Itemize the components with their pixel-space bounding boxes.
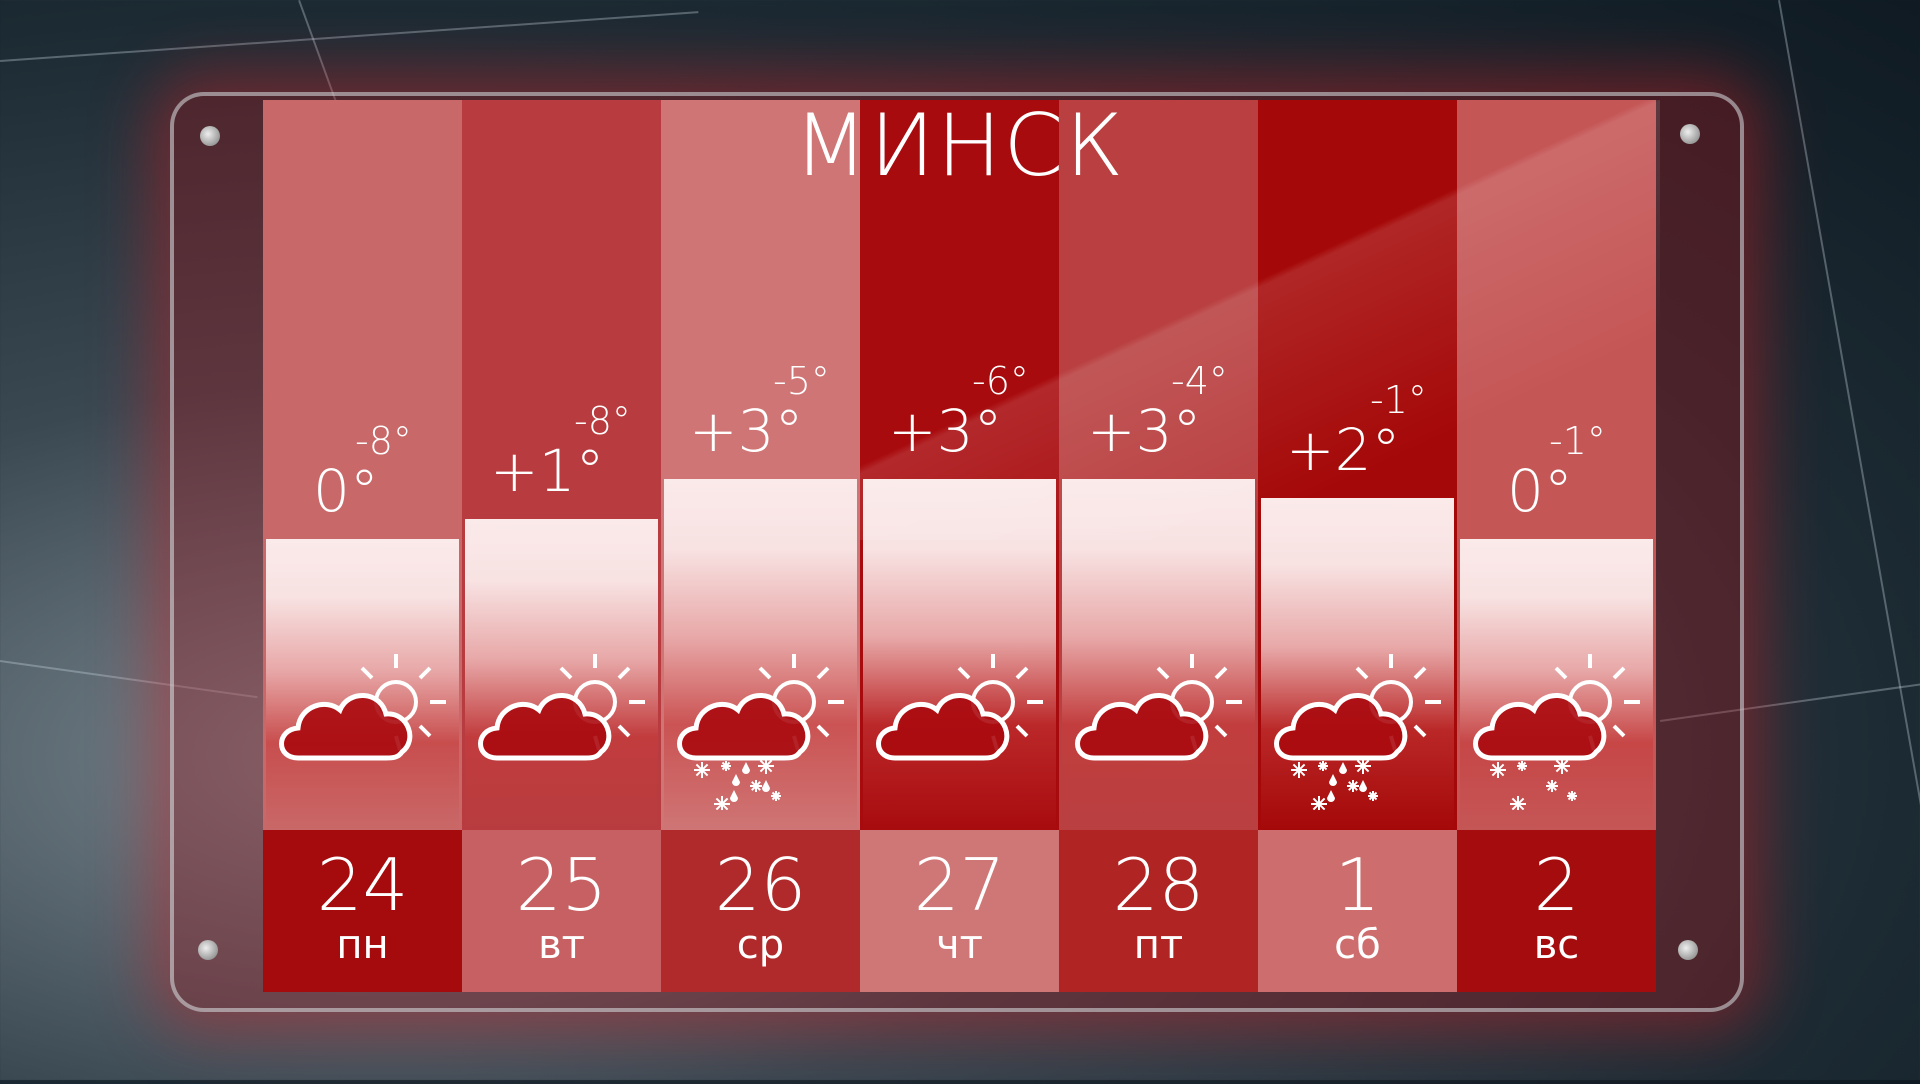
- day-number: 27: [913, 843, 1006, 927]
- day-number: 1: [1334, 843, 1381, 927]
- day-column: +3° -6° 27 чт: [860, 100, 1059, 992]
- weekday: пн: [336, 922, 389, 968]
- low-temp: -1°: [1370, 378, 1427, 422]
- screw-icon: [200, 126, 220, 146]
- cloud-sun-icon: [279, 654, 446, 761]
- weekday: вт: [538, 922, 585, 968]
- date-cell: 24 пн: [263, 830, 462, 992]
- screw-icon: [198, 940, 218, 960]
- date-cell: 27 чт: [860, 830, 1059, 992]
- date-cell: 2 вс: [1457, 830, 1656, 992]
- weekday: ср: [736, 922, 785, 968]
- screw-icon: [1680, 124, 1700, 144]
- low-temp: -5°: [773, 359, 830, 403]
- high-temp: +2°: [1286, 416, 1401, 484]
- screw-icon: [1678, 940, 1698, 960]
- temperature-bar: [266, 539, 459, 830]
- high-temp: +3°: [1087, 397, 1202, 465]
- cloud-sun-snow-icon: [1473, 654, 1640, 810]
- day-number: 26: [714, 843, 807, 927]
- high-temp: +1°: [490, 437, 605, 505]
- temperature-bar: [465, 519, 658, 830]
- day-column: +1° -8° 25 вт: [462, 100, 661, 992]
- low-temp: -1°: [1549, 419, 1606, 463]
- date-cell: 28 пт: [1059, 830, 1258, 992]
- date-cell: 26 ср: [661, 830, 860, 992]
- cloud-sun-icon: [1075, 654, 1242, 761]
- temperature-bar: [1460, 539, 1653, 830]
- low-temp: -4°: [1171, 359, 1228, 403]
- high-temp: 0°: [1507, 457, 1573, 525]
- day-column: +2° -1° 1 сб: [1258, 100, 1457, 992]
- date-cell: 25 вт: [462, 830, 661, 992]
- temperature-bar: [863, 479, 1056, 830]
- high-temp: +3°: [689, 397, 804, 465]
- high-temp: +3°: [888, 397, 1003, 465]
- day-number: 25: [515, 843, 608, 927]
- day-column: +3° -5° 26 ср: [661, 100, 860, 992]
- forecast-panel: 0° -8° 24 пн +1° -8° 25 вт +3° -5° 26 ср…: [263, 100, 1656, 992]
- cloud-sun-sleet-icon: [1274, 654, 1441, 810]
- weekday: вс: [1533, 922, 1580, 968]
- day-column: 0° -8° 24 пн: [263, 100, 462, 992]
- weekday: сб: [1334, 922, 1381, 968]
- day-number: 2: [1533, 843, 1580, 927]
- low-temp: -8°: [355, 419, 412, 463]
- day-number: 28: [1112, 843, 1205, 927]
- low-temp: -8°: [574, 399, 631, 443]
- low-temp: -6°: [972, 359, 1029, 403]
- weekday: пт: [1133, 922, 1184, 968]
- cloud-sun-icon: [876, 654, 1043, 761]
- day-column: 0° -1° 2 вс: [1457, 100, 1656, 992]
- date-cell: 1 сб: [1258, 830, 1457, 992]
- temperature-bar: [1062, 479, 1255, 830]
- weekday: чт: [936, 922, 983, 968]
- city-title: МИНСК: [793, 96, 1126, 196]
- day-column: +3° -4° 28 пт: [1059, 100, 1258, 992]
- cloud-sun-icon: [478, 654, 645, 761]
- cloud-sun-sleet-icon: [677, 654, 844, 810]
- high-temp: 0°: [313, 457, 379, 525]
- day-number: 24: [316, 843, 409, 927]
